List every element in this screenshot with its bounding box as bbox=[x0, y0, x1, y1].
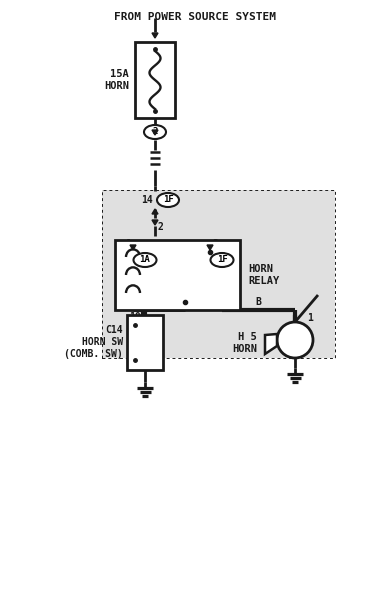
Ellipse shape bbox=[157, 193, 179, 207]
Polygon shape bbox=[130, 245, 136, 250]
Bar bbox=[135, 42, 175, 118]
Bar bbox=[115, 240, 240, 310]
Text: 1F: 1F bbox=[217, 255, 228, 264]
Ellipse shape bbox=[144, 125, 166, 139]
Ellipse shape bbox=[210, 253, 233, 267]
Bar bbox=[127, 315, 163, 370]
Text: 1F: 1F bbox=[163, 196, 173, 205]
Polygon shape bbox=[152, 209, 158, 214]
Text: H 5
HORN: H 5 HORN bbox=[232, 332, 257, 354]
Polygon shape bbox=[207, 245, 213, 250]
Text: 2: 2 bbox=[158, 222, 164, 232]
Text: C14
HORN SW
(COMB. SW): C14 HORN SW (COMB. SW) bbox=[64, 325, 123, 359]
Text: 15A
HORN: 15A HORN bbox=[104, 69, 129, 91]
Text: HORN
RELAY: HORN RELAY bbox=[248, 264, 279, 286]
Circle shape bbox=[277, 322, 313, 358]
Polygon shape bbox=[152, 220, 158, 225]
Polygon shape bbox=[152, 33, 158, 38]
Text: 1: 1 bbox=[307, 313, 313, 323]
Text: 2: 2 bbox=[158, 128, 164, 138]
Text: 14: 14 bbox=[141, 195, 153, 205]
Polygon shape bbox=[152, 130, 158, 135]
Text: 1: 1 bbox=[125, 239, 131, 249]
Text: B: B bbox=[255, 297, 261, 307]
Text: 12: 12 bbox=[196, 255, 208, 265]
Text: 3: 3 bbox=[212, 239, 218, 249]
Ellipse shape bbox=[133, 253, 156, 267]
Bar bbox=[102, 190, 335, 358]
Text: 1A: 1A bbox=[140, 255, 151, 264]
Text: 1: 1 bbox=[125, 255, 131, 265]
Bar bbox=[102, 190, 335, 358]
Text: 10: 10 bbox=[129, 312, 141, 322]
Text: FROM POWER SOURCE SYSTEM: FROM POWER SOURCE SYSTEM bbox=[114, 12, 276, 22]
Text: G-R: G-R bbox=[150, 285, 165, 294]
Text: 2: 2 bbox=[152, 127, 158, 136]
Polygon shape bbox=[265, 334, 277, 354]
